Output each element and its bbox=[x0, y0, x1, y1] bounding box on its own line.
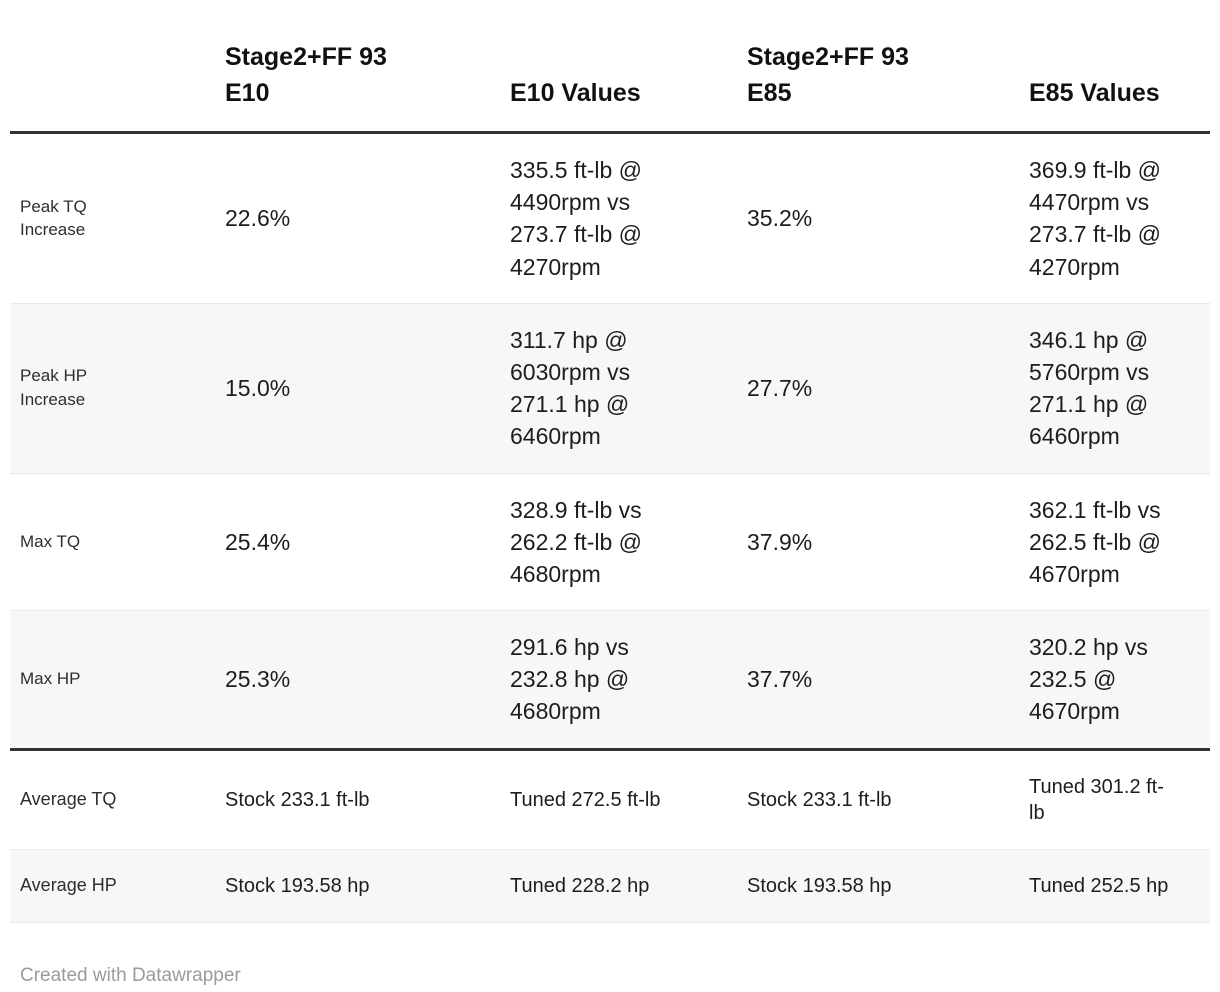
cell-tuned-tq-e10: Tuned 272.5 ft-lb bbox=[500, 747, 737, 850]
table-row-average-hp: Average HP Stock 193.58 hp Tuned 228.2 h… bbox=[10, 848, 1210, 923]
table-row-peak-hp-increase: Peak HP Increase 15.0% 311.7 hp @ 6030rp… bbox=[10, 302, 1210, 473]
column-header-stage2-e10: Stage2+FF 93 E10 bbox=[215, 0, 500, 134]
cell-stock-tq-e10: Stock 233.1 ft-lb bbox=[215, 747, 500, 850]
cell-tuned-hp-e85: Tuned 252.5 hp bbox=[1019, 848, 1210, 923]
table-body: Peak TQ Increase 22.6% 335.5 ft-lb @ 449… bbox=[10, 133, 1210, 923]
cell-stock-hp-e10: Stock 193.58 hp bbox=[215, 848, 500, 923]
cell-e10-values: 291.6 hp vs 232.8 hp @ 4680rpm bbox=[500, 610, 737, 750]
metric-label: Max TQ bbox=[10, 472, 215, 611]
column-header-stage2-e85: Stage2+FF 93 E85 bbox=[737, 0, 1019, 134]
column-header-e85-values: E85 Values bbox=[1019, 0, 1210, 134]
metric-label: Peak TQ Increase bbox=[20, 196, 87, 240]
cell-e85-values: 369.9 ft-lb @ 4470rpm vs 273.7 ft-lb @ 4… bbox=[1029, 157, 1162, 280]
cell-e85-percent: 35.2% bbox=[747, 205, 813, 232]
table-row-peak-tq-increase: Peak TQ Increase 22.6% 335.5 ft-lb @ 449… bbox=[10, 133, 1210, 304]
metric-label: Peak HP Increase bbox=[10, 302, 215, 473]
cell-e10-values: 311.7 hp @ 6030rpm vs 271.1 hp @ 6460rpm bbox=[500, 302, 737, 473]
cell-tuned-tq-e85: Tuned 301.2 ft- lb bbox=[1019, 747, 1210, 850]
cell-stock-hp-e85: Stock 193.58 hp bbox=[737, 848, 1019, 923]
table-row-max-hp: Max HP 25.3% 291.6 hp vs 232.8 hp @ 4680… bbox=[10, 610, 1210, 750]
cell-stock-tq-e85: Stock 233.1 ft-lb bbox=[737, 747, 1019, 850]
metric-label: Average TQ bbox=[10, 747, 215, 850]
cell-e85-values: 320.2 hp vs 232.5 @ 4670rpm bbox=[1019, 610, 1210, 750]
cell-e85-values: 346.1 hp @ 5760rpm vs 271.1 hp @ 6460rpm bbox=[1019, 302, 1210, 473]
metric-label: Max HP bbox=[10, 610, 215, 750]
column-header-metric bbox=[10, 0, 215, 134]
cell-e85-percent: 27.7% bbox=[737, 302, 1019, 473]
cell-e10-percent: 22.6% bbox=[225, 205, 291, 232]
dyno-comparison-table: Stage2+FF 93 E10 E10 Values Stage2+FF 93… bbox=[10, 0, 1210, 923]
cell-e10-percent: 25.4% bbox=[215, 472, 500, 611]
cell-e10-values: 335.5 ft-lb @ 4490rpm vs 273.7 ft-lb @ 4… bbox=[510, 157, 643, 280]
table-header: Stage2+FF 93 E10 E10 Values Stage2+FF 93… bbox=[10, 0, 1210, 134]
cell-e10-values: 328.9 ft-lb vs 262.2 ft-lb @ 4680rpm bbox=[500, 472, 737, 611]
cell-e10-percent: 25.3% bbox=[215, 610, 500, 750]
column-header-e10-values: E10 Values bbox=[500, 0, 737, 134]
table-row-average-tq: Average TQ Stock 233.1 ft-lb Tuned 272.5… bbox=[10, 747, 1210, 850]
cell-tuned-hp-e10: Tuned 228.2 hp bbox=[500, 848, 737, 923]
cell-e85-percent: 37.9% bbox=[737, 472, 1019, 611]
metric-label: Average HP bbox=[10, 848, 215, 923]
cell-e85-values: 362.1 ft-lb vs 262.5 ft-lb @ 4670rpm bbox=[1019, 472, 1210, 611]
table-row-max-tq: Max TQ 25.4% 328.9 ft-lb vs 262.2 ft-lb … bbox=[10, 472, 1210, 611]
datawrapper-attribution-link[interactable]: Created with Datawrapper bbox=[20, 964, 241, 986]
cell-e85-percent: 37.7% bbox=[737, 610, 1019, 750]
header-row: Stage2+FF 93 E10 E10 Values Stage2+FF 93… bbox=[10, 0, 1210, 134]
cell-e10-percent: 15.0% bbox=[215, 302, 500, 473]
